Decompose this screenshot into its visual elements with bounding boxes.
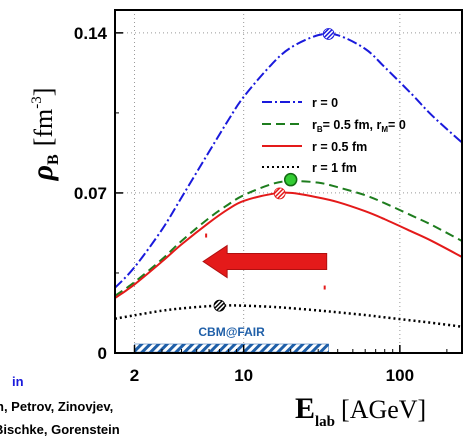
marker-hatched-0 [322, 28, 335, 40]
range-annotations: CBM@FAIR [134, 325, 329, 353]
x-tick-label-1: 10 [234, 366, 253, 385]
citation-line1: n, Petrov, Zinovjev, [0, 399, 113, 414]
marker-hatched-2 [213, 299, 226, 312]
citation-line2: Bischke, Gorenstein [0, 422, 120, 436]
x-tick-label-2: 100 [386, 366, 414, 385]
svg-text:ρB[fm-3]: ρB[fm-3] [26, 88, 62, 182]
y-axis-title: ρB[fm-3] [26, 88, 62, 182]
legend-label-r1: r = 1 fm [312, 161, 357, 175]
y-tick-label-1: 0.07 [74, 184, 107, 203]
marker-hatched-1 [273, 187, 286, 200]
x-axis-title: Elab [AGeV] [295, 392, 426, 430]
arrow-shape-0 [202, 244, 328, 279]
range-bar-0 [134, 343, 329, 353]
arrow-annotation [202, 233, 328, 290]
series-line-0 [115, 32, 462, 289]
x-tick-label-0: 2 [130, 366, 139, 385]
legend: r = 0 rB= 0.5 fm, rM= 0 r = 0.5 fm r = 1… [262, 96, 406, 175]
axis-ticks: 0 0.07 0.14 2 10 100 [74, 24, 448, 385]
y-tick-label-0: 0 [98, 344, 107, 363]
legend-label-rb: rB= 0.5 fm, rM= 0 [312, 118, 406, 134]
series-line-1 [115, 179, 462, 297]
y-tick-label-2: 0.14 [74, 24, 108, 43]
legend-label-r0: r = 0 [312, 96, 338, 110]
series-line-2 [115, 191, 462, 299]
citation-in: in [12, 374, 24, 389]
legend-label-r05: r = 0.5 fm [312, 140, 367, 154]
plot-frame [114, 9, 463, 354]
marker-group [213, 28, 335, 312]
range-bar-label-0: CBM@FAIR [198, 325, 265, 339]
series-line-3 [115, 304, 462, 328]
marker-filled-3 [283, 172, 298, 187]
